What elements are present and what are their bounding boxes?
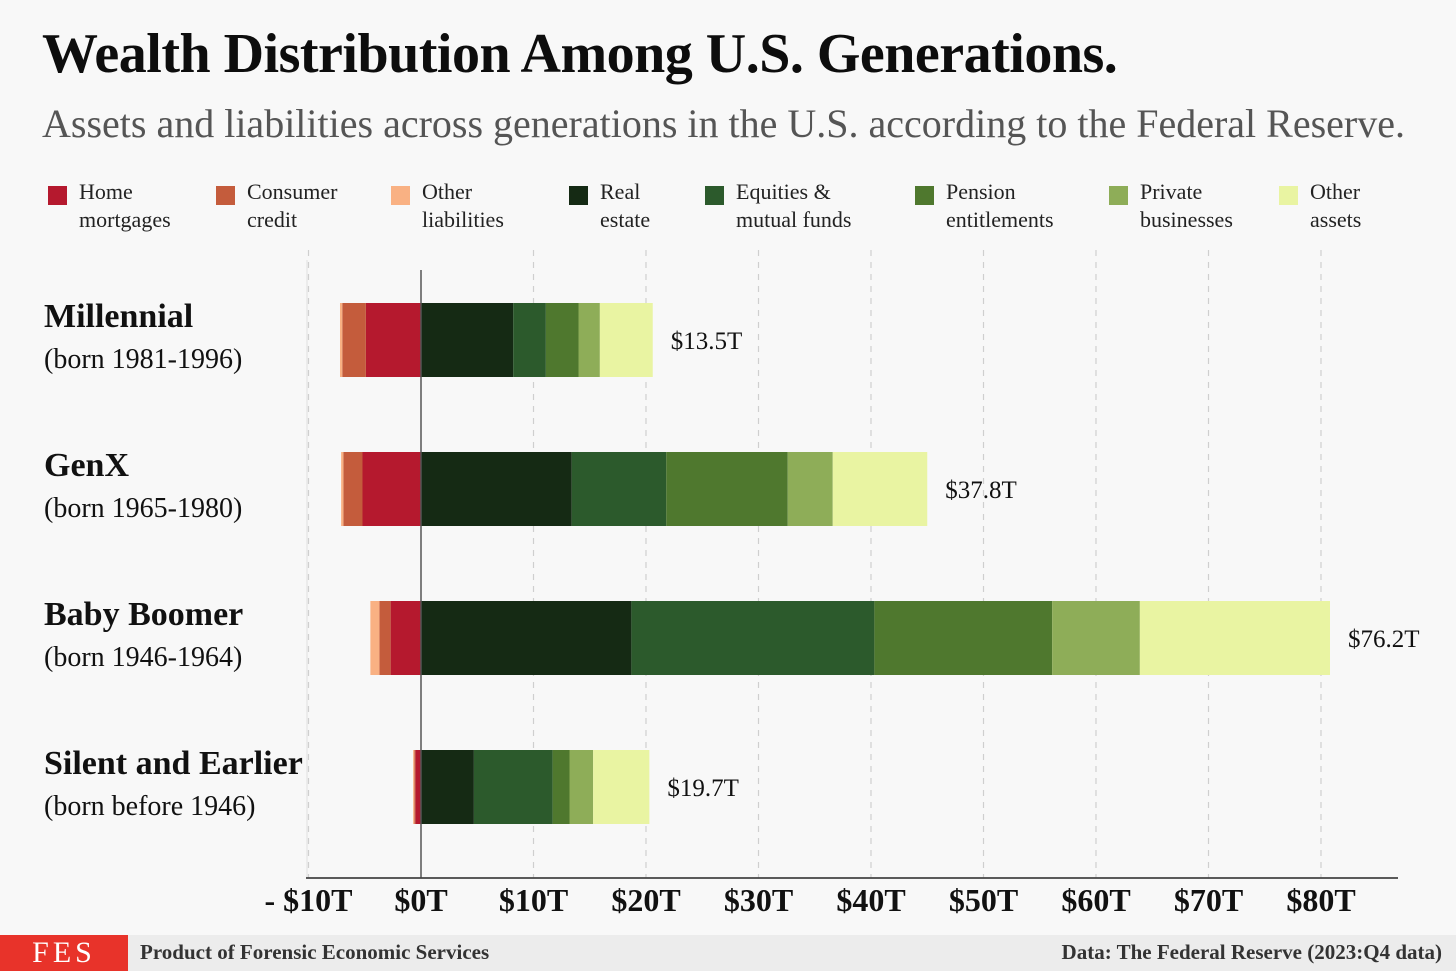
legend-label: Private businesses	[1140, 179, 1233, 232]
bar-segment	[666, 452, 788, 526]
category-born: (born before 1946)	[44, 791, 255, 822]
bar-total-label: $19.7T	[667, 775, 739, 802]
bar-segment	[874, 601, 1053, 675]
bar-segment	[370, 601, 380, 675]
legend-label: Pension entitlements	[946, 179, 1054, 232]
x-tick-label: $20T	[611, 882, 680, 918]
bar-segment	[413, 750, 415, 824]
bar-segment	[342, 303, 366, 377]
bar-segment	[390, 601, 421, 675]
bar-segment	[421, 303, 514, 377]
bar-segment	[571, 452, 667, 526]
fes-logo: FES	[0, 935, 128, 971]
x-tick-label: $50T	[949, 882, 1018, 918]
bar-segment	[421, 452, 572, 526]
x-tick-label: $60T	[1061, 882, 1130, 918]
bar-segment	[1139, 601, 1330, 675]
bar-segment	[343, 452, 363, 526]
chart-plot: $13.5T Millennial (born 1981-1996) $37.8T Ge…	[44, 250, 1420, 918]
bar-segment	[362, 452, 421, 526]
legend-label: Consumer credit	[247, 179, 338, 232]
bar-segment	[578, 303, 600, 377]
bar-segment	[513, 303, 546, 377]
legend-item: Consumer credit	[216, 178, 397, 234]
legend-label: Other liabilities	[422, 179, 504, 232]
bar-total-label: $76.2T	[1348, 626, 1420, 653]
category-name: Baby Boomer	[44, 596, 243, 633]
legend-label: Other assets	[1310, 179, 1362, 232]
legend-swatch	[915, 186, 934, 205]
legend: Home mortgages Consumer credit Other liabilit…	[0, 178, 1456, 248]
bar-total-label: $13.5T	[671, 328, 743, 355]
chart-subtitle: Assets and liabilities across generation…	[42, 101, 1405, 146]
bar-segment	[569, 750, 594, 824]
legend-item: Private businesses	[1109, 178, 1290, 234]
x-tick-label: $10T	[499, 882, 568, 918]
category-name: Millennial	[44, 298, 193, 335]
legend-swatch	[1109, 186, 1128, 205]
legend-swatch	[1279, 186, 1298, 205]
x-tick-label: $0T	[394, 882, 447, 918]
bar-segment	[552, 750, 570, 824]
bar-segment	[414, 750, 416, 824]
category-born: (born 1946-1964)	[44, 642, 242, 673]
x-tick-label: - $10T	[265, 882, 353, 918]
legend-swatch	[48, 186, 67, 205]
bar-segment	[832, 452, 928, 526]
bar-segment	[473, 750, 553, 824]
bar-total-label: $37.8T	[945, 477, 1017, 504]
chart-title: Wealth Distribution Among U.S. Generatio…	[42, 23, 1118, 85]
bar-segment	[421, 601, 632, 675]
legend-swatch	[216, 186, 235, 205]
legend-label: Real estate	[600, 179, 651, 232]
legend-swatch	[391, 186, 410, 205]
footer: FES Product of Forensic Economic Service…	[0, 935, 1456, 971]
category-born: (born 1981-1996)	[44, 344, 242, 375]
bar-segment	[545, 303, 579, 377]
bar-segment	[341, 452, 344, 526]
bar-segment	[787, 452, 833, 526]
category-name: Silent and Earlier	[44, 745, 303, 782]
bar-segment	[593, 750, 650, 824]
category-name: GenX	[44, 447, 129, 484]
x-tick-label: $40T	[836, 882, 905, 918]
legend-swatch	[705, 186, 724, 205]
legend-item: Other assets	[1279, 178, 1456, 234]
legend-item: Real estate	[569, 178, 750, 234]
legend-item: Pension entitlements	[915, 178, 1096, 234]
bar-segment	[365, 303, 421, 377]
bar-segment	[340, 303, 343, 377]
bar-segment	[599, 303, 653, 377]
footer-credit: Product of Forensic Economic Services	[140, 940, 490, 964]
legend-item: Home mortgages	[48, 178, 229, 234]
footer-source: Data: The Federal Reserve (2023:Q4 data)	[1061, 940, 1442, 964]
bar-segment	[421, 750, 474, 824]
x-tick-label: $30T	[724, 882, 793, 918]
legend-label: Home mortgages	[79, 179, 171, 232]
bar-segment	[415, 750, 421, 824]
legend-item: Other liabilities	[391, 178, 572, 234]
bar-segment	[631, 601, 875, 675]
legend-label: Equities & mutual funds	[736, 179, 852, 232]
x-tick-label: $70T	[1174, 882, 1243, 918]
bar-segment	[379, 601, 391, 675]
legend-swatch	[569, 186, 588, 205]
category-born: (born 1965-1980)	[44, 493, 242, 524]
legend-item: Equities & mutual funds	[705, 178, 886, 234]
x-tick-label: $80T	[1286, 882, 1355, 918]
bar-segment	[1052, 601, 1140, 675]
